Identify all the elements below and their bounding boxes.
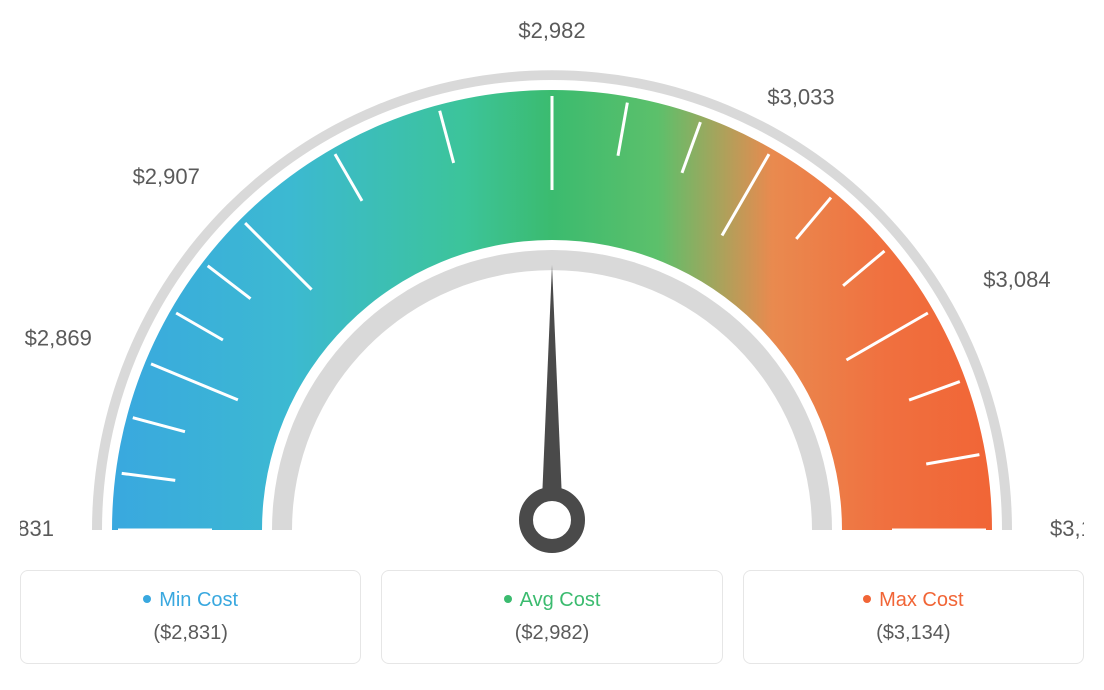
gauge-tick-label: $2,831: [20, 516, 54, 541]
legend-label: Min Cost: [41, 589, 340, 612]
legend-label: Avg Cost: [402, 589, 701, 612]
legend-card: Max Cost ($3,134): [743, 570, 1084, 664]
gauge-tick-label: $3,134: [1050, 516, 1084, 541]
gauge-tick-label: $3,033: [767, 85, 834, 110]
legend-value: ($2,831): [41, 622, 340, 645]
gauge-svg: $2,831 $2,869 $2,907 $2,982 $3,033 $3,084 $3,1…: [20, 20, 1084, 560]
legend-row: Min Cost ($2,831) Avg Cost ($2,982) Max Cost…: [20, 570, 1084, 664]
legend-value: ($3,134): [764, 622, 1063, 645]
gauge-needle: [542, 265, 562, 500]
legend-label-text: Min Cost: [159, 589, 238, 611]
gauge-tick-label: $2,907: [133, 164, 200, 189]
cost-gauge-container: $2,831 $2,869 $2,907 $2,982 $3,033 $3,084 $3,1…: [20, 20, 1084, 664]
legend-card: Avg Cost ($2,982): [381, 570, 722, 664]
legend-label: Max Cost: [764, 589, 1063, 612]
gauge-tick-label: $3,084: [983, 267, 1050, 292]
legend-dot-icon: [504, 595, 512, 603]
gauge-needle-hub: [526, 494, 578, 546]
legend-dot-icon: [143, 595, 151, 603]
legend-value: ($2,982): [402, 622, 701, 645]
legend-label-text: Avg Cost: [520, 589, 601, 611]
gauge-chart: $2,831 $2,869 $2,907 $2,982 $3,033 $3,084 $3,1…: [20, 20, 1084, 560]
gauge-tick-label: $2,982: [518, 20, 585, 43]
gauge-tick-label: $2,869: [25, 325, 92, 350]
legend-dot-icon: [863, 595, 871, 603]
legend-label-text: Max Cost: [879, 589, 963, 611]
legend-card: Min Cost ($2,831): [20, 570, 361, 664]
